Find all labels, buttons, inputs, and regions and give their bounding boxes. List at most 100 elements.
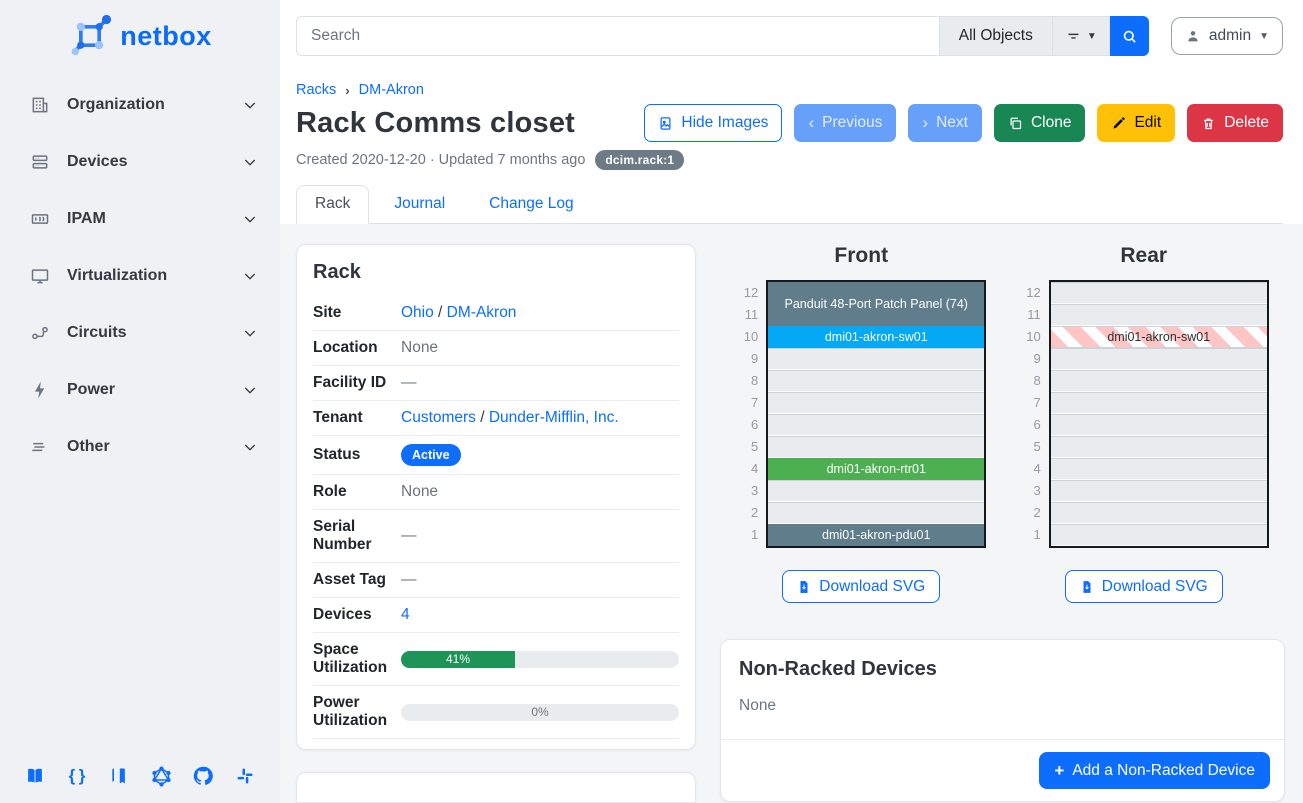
edit-button[interactable]: Edit [1097,104,1176,142]
unit-number: 11 [1027,307,1041,322]
graphql-icon[interactable] [150,765,172,787]
rack-unit-empty [1050,370,1267,392]
rear-download-svg-button[interactable]: Download SVG [1064,570,1223,603]
rack-device[interactable]: dmi01-akron-sw01 [768,326,985,348]
unit-number: 5 [751,439,759,454]
object-id-badge: dcim.rack:1 [595,150,685,170]
server-icon [30,152,50,172]
tab-content: Rack Site Ohio / DM-Akron Location None … [280,224,1303,803]
next-button[interactable]: › Next [908,104,982,142]
sidebar-item-label: Circuits [67,324,127,341]
chevron-right-icon: › [345,82,350,98]
chevron-down-icon [242,325,258,341]
search-input[interactable] [296,16,939,56]
tabs: Rack Journal Change Log [296,185,1283,224]
front-unit-numbers: 12 11 10 9 8 7 6 5 4 3 2 1 [736,280,758,548]
rack-device[interactable]: Panduit 48-Port Patch Panel (74) [768,282,985,326]
rear-unit-numbers: 12 11 10 9 8 7 6 5 4 3 2 1 [1019,280,1041,548]
unit-number: 10 [1026,329,1041,344]
docs-icon[interactable] [24,765,46,787]
front-download-svg-button[interactable]: Download SVG [782,570,941,603]
file-download-icon [797,580,811,594]
search-filter-button[interactable]: ▼ [1051,16,1110,56]
role-value: None [401,474,679,510]
add-non-racked-device-button[interactable]: + Add a Non-Racked Device [1039,752,1270,789]
sidebar-item-virtualization[interactable]: Virtualization [0,257,280,295]
netbox-logo-icon [68,14,112,58]
unit-number: 6 [1033,417,1041,432]
clone-button[interactable]: Clone [993,104,1086,142]
unit-number: 1 [751,527,759,542]
transit-icon [30,323,50,343]
rack-unit-empty [1050,436,1267,458]
unit-number: 3 [1033,483,1041,498]
filter-icon [1065,28,1082,45]
previous-button[interactable]: ‹ Previous [794,104,897,142]
chevron-left-icon: ‹ [808,112,815,132]
user-menu-button[interactable]: admin ▼ [1170,17,1283,55]
delete-button[interactable]: Delete [1187,104,1283,142]
caret-down-icon: ▼ [1086,30,1097,42]
unit-number: 3 [751,483,759,498]
tenant-link[interactable]: Dunder-Mifflin, Inc. [488,409,619,426]
asset-tag-value: — [401,562,679,598]
location-value: None [401,330,679,366]
site-link[interactable]: DM-Akron [446,304,517,321]
unit-number: 7 [751,395,759,410]
rack-unit-empty [1050,524,1267,546]
sidebar-item-circuits[interactable]: Circuits [0,314,280,352]
rack-unit-empty [1050,304,1267,326]
sidebar-item-label: Virtualization [67,267,168,284]
hide-images-button[interactable]: Hide Images [644,104,783,142]
caret-down-icon: ▼ [1259,30,1269,42]
chevron-down-icon [242,382,258,398]
breadcrumb-link-racks[interactable]: Racks [296,82,337,98]
netbox-logo[interactable]: netbox [0,0,280,64]
chevron-down-icon [242,439,258,455]
sidebar-item-organization[interactable]: Organization [0,86,280,124]
sidebar-item-devices[interactable]: Devices [0,143,280,181]
chevron-down-icon [242,97,258,113]
rack-card-title: Rack [313,261,361,283]
table-row: Site Ohio / DM-Akron [313,296,679,331]
rack-device[interactable]: dmi01-akron-rtr01 [768,458,985,480]
unit-number: 1 [1033,527,1041,542]
topbar: All Objects ▼ admin ▼ [280,0,1303,224]
github-icon[interactable] [192,765,214,787]
main-area: All Objects ▼ admin ▼ [280,0,1303,803]
unit-number: 5 [1033,439,1041,454]
rack-device[interactable]: dmi01-akron-sw01 [1050,326,1267,348]
unit-number: 8 [1033,373,1041,388]
search-submit-button[interactable] [1109,16,1149,56]
table-row: Location None [313,330,679,366]
search-scope-button[interactable]: All Objects [938,16,1052,56]
lightning-icon [30,380,50,400]
tab-rack[interactable]: Rack [296,185,370,224]
chevron-down-icon [242,154,258,170]
sidebar-item-ipam[interactable]: IPAM [0,200,280,238]
table-row: Role None [313,474,679,510]
api-book-icon[interactable] [108,765,130,787]
person-icon [1185,28,1201,44]
rack-unit-empty [768,502,985,524]
devices-count-link[interactable]: 4 [401,606,410,623]
tab-journal[interactable]: Journal [394,195,446,212]
table-row: Serial Number — [313,509,679,563]
slack-icon[interactable] [234,765,256,787]
table-row: Power Utilization 0% [313,685,679,739]
table-row: Facility ID — [313,365,679,401]
sidebar-item-power[interactable]: Power [0,371,280,409]
table-row: Devices 4 [313,597,679,633]
unit-number: 9 [751,351,759,366]
rest-api-icon[interactable]: { } [68,766,86,785]
space-utilization-fill: 41% [401,650,515,668]
tenant-group-link[interactable]: Customers [401,409,476,426]
sidebar: netbox Organization Devices IPAM [0,0,280,803]
site-region-link[interactable]: Ohio [401,304,434,321]
breadcrumb-link-site[interactable]: DM-Akron [358,82,424,98]
tab-change-log[interactable]: Change Log [489,195,574,212]
sidebar-item-other[interactable]: Other [0,428,280,466]
pencil-icon [1111,116,1126,131]
sidebar-footer: { } [0,765,280,803]
rack-device[interactable]: dmi01-akron-pdu01 [768,524,985,546]
